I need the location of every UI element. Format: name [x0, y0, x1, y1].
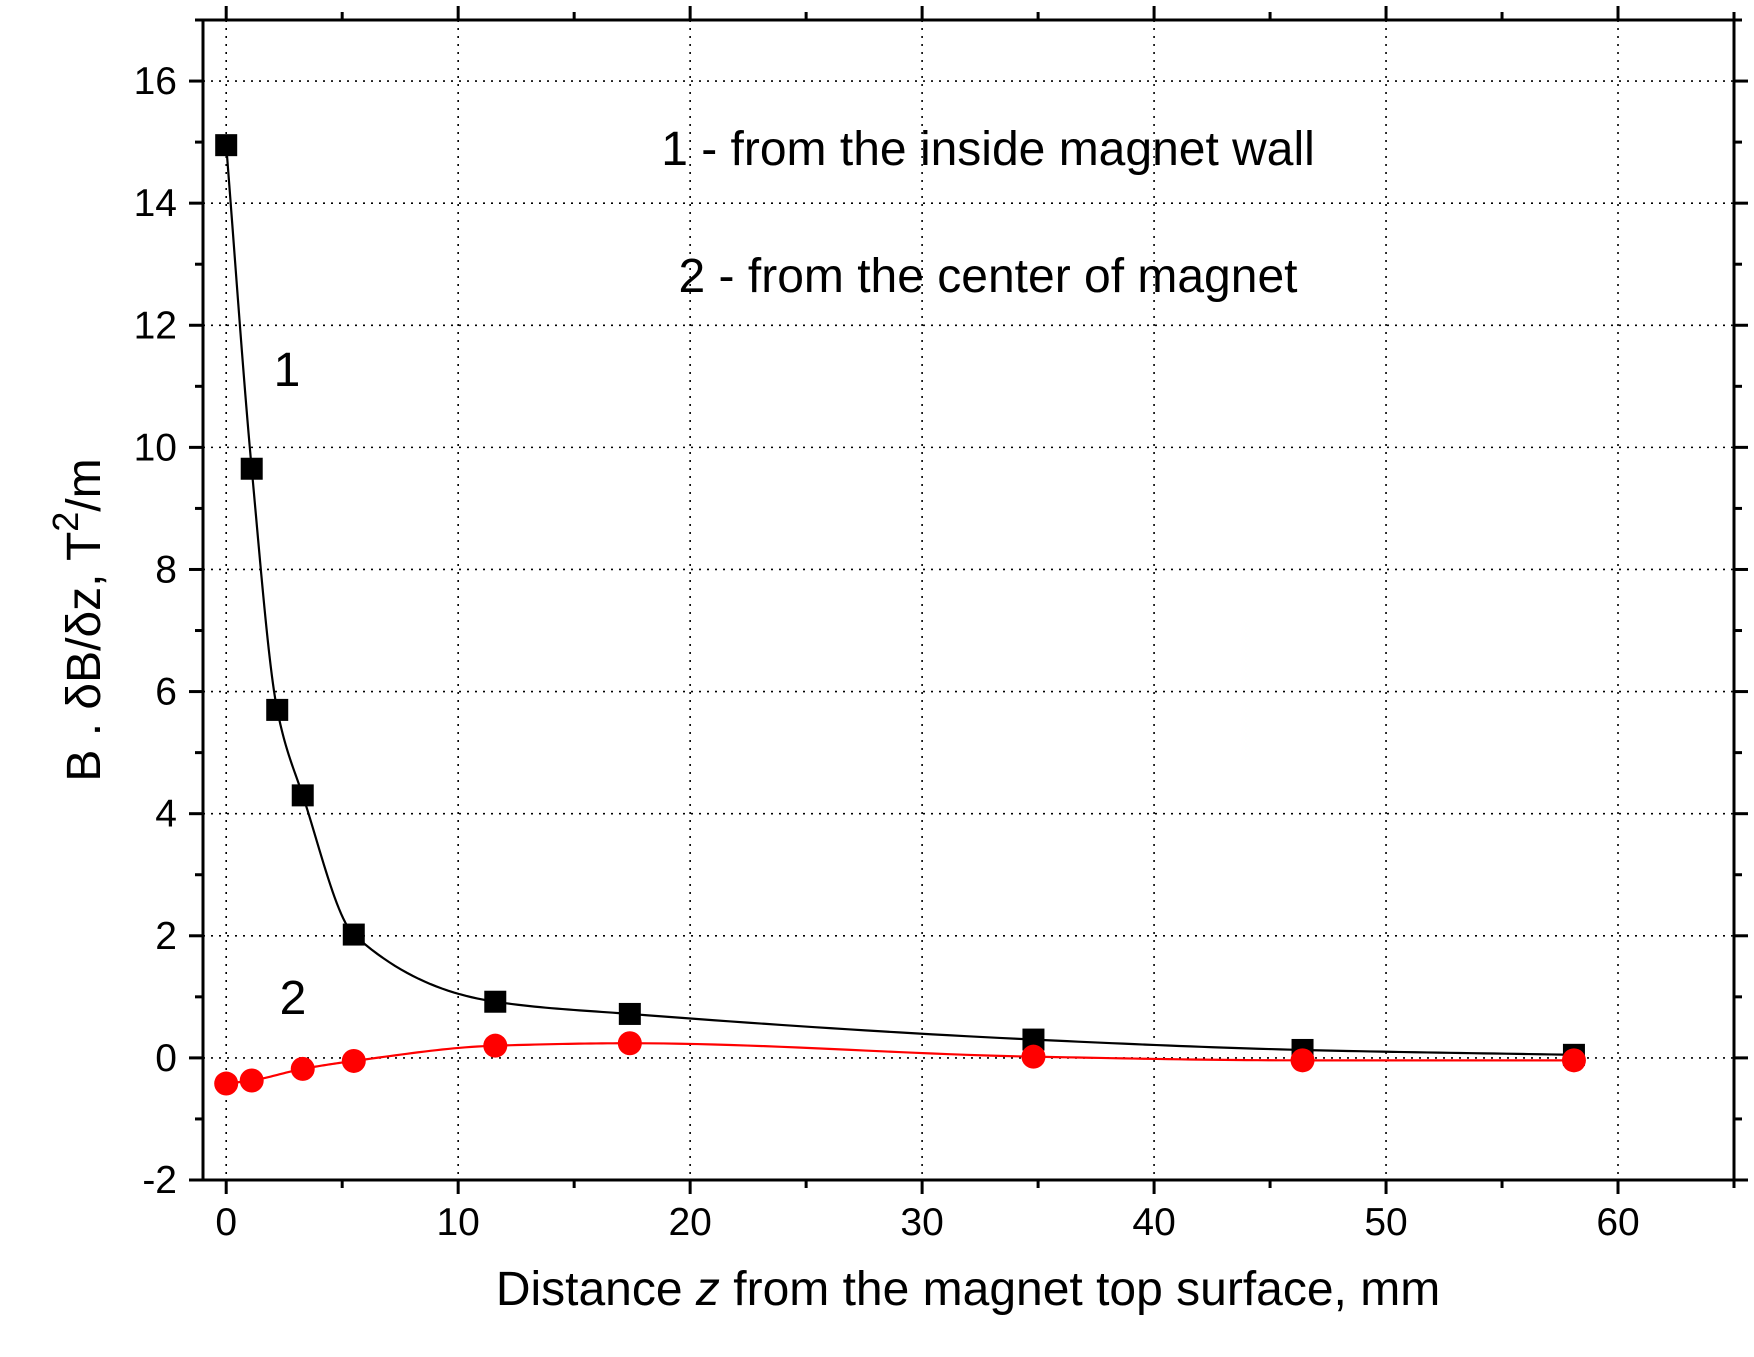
series-2-point — [239, 1068, 264, 1093]
plot-frame — [201, 18, 1736, 1182]
y-tick-label: 2 — [155, 915, 177, 958]
x-axis-title: Distance z from the magnet top surface, … — [496, 1263, 1440, 1316]
x-axis-title-var: z — [695, 1263, 720, 1316]
series-2-point — [214, 1071, 239, 1096]
series-1-point — [342, 923, 365, 946]
y-axis-title: B . δB/δz, T2/m — [45, 458, 111, 781]
y-axis-title-sup: 2 — [45, 512, 86, 532]
series-1-point — [484, 990, 507, 1013]
series-1-point — [240, 457, 263, 480]
y-tick-label: 4 — [155, 793, 177, 836]
data-markers — [214, 134, 1586, 1096]
series-2-point — [617, 1031, 642, 1056]
series-2-point — [1290, 1048, 1315, 1073]
series-1-point — [266, 698, 289, 721]
x-tick-label: 10 — [436, 1201, 479, 1244]
series-1-point — [618, 1002, 641, 1025]
legend-entry-1: 1 - from the inside magnet wall — [661, 123, 1315, 176]
x-tick-label: 50 — [1364, 1201, 1407, 1244]
y-tick-label: 16 — [134, 60, 177, 103]
y-tick-label: 6 — [155, 671, 177, 714]
y-tick-label: -2 — [142, 1159, 177, 1202]
y-tick-label: 10 — [134, 426, 177, 469]
series-1-point — [215, 134, 238, 157]
y-axis-title-main: B . δB/δz, T — [58, 532, 111, 782]
y-axis-title-tail: /m — [58, 458, 111, 511]
legend-entry-2: 2 - from the center of magnet — [679, 250, 1298, 303]
x-tick-label: 60 — [1596, 1201, 1639, 1244]
grid — [203, 20, 1734, 1180]
y-tick-label: 12 — [134, 304, 177, 347]
x-tick-label: 40 — [1132, 1201, 1175, 1244]
x-tick-label: 30 — [900, 1201, 943, 1244]
series-2-point — [1021, 1044, 1046, 1069]
x-tick-label: 0 — [215, 1201, 237, 1244]
fit-curve-1 — [225, 145, 1574, 1056]
x-tick-label: 20 — [668, 1201, 711, 1244]
series-2-point — [483, 1033, 508, 1058]
y-tick-label: 8 — [155, 548, 177, 591]
y-tick-label: 0 — [155, 1037, 177, 1080]
series-2-point — [341, 1048, 366, 1073]
series-1-point — [1022, 1028, 1045, 1051]
curve-label-1: 1 — [274, 344, 301, 397]
series-2-point — [290, 1056, 315, 1081]
x-axis-title-before: Distance — [496, 1263, 696, 1316]
series-1-point — [291, 784, 314, 807]
x-axis-title-after: from the magnet top surface, mm — [720, 1263, 1440, 1316]
curve-label-2: 2 — [280, 972, 307, 1025]
series-2-point — [1561, 1048, 1586, 1073]
y-tick-label: 14 — [134, 182, 177, 225]
